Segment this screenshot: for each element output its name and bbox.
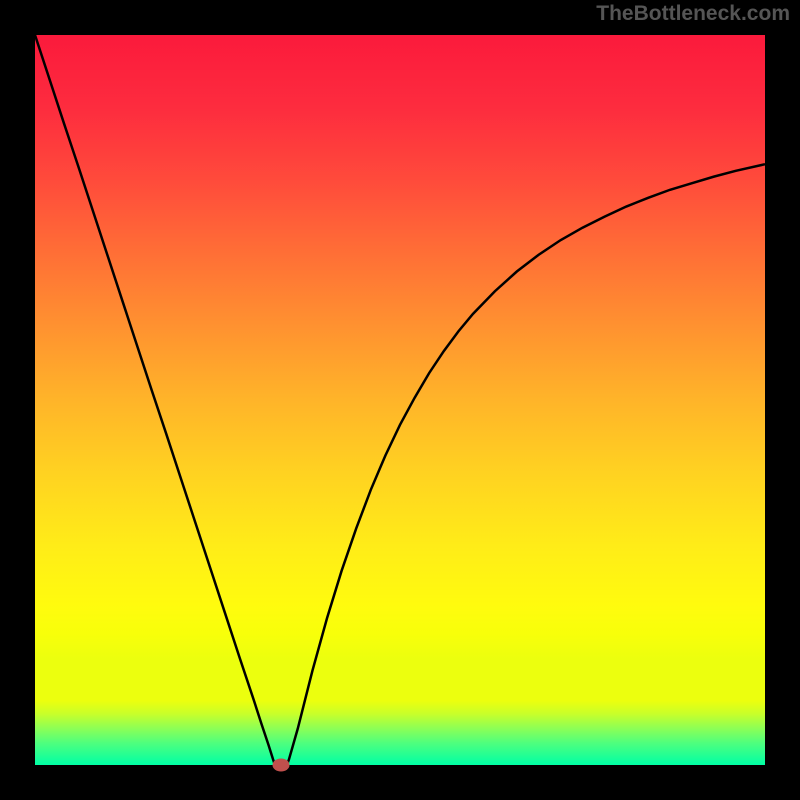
watermark-text: TheBottleneck.com	[596, 2, 790, 26]
optimal-point-marker	[273, 759, 290, 772]
bottleneck-chart: TheBottleneck.com	[0, 0, 800, 800]
chart-background-gradient	[35, 35, 765, 765]
chart-svg	[0, 0, 800, 800]
